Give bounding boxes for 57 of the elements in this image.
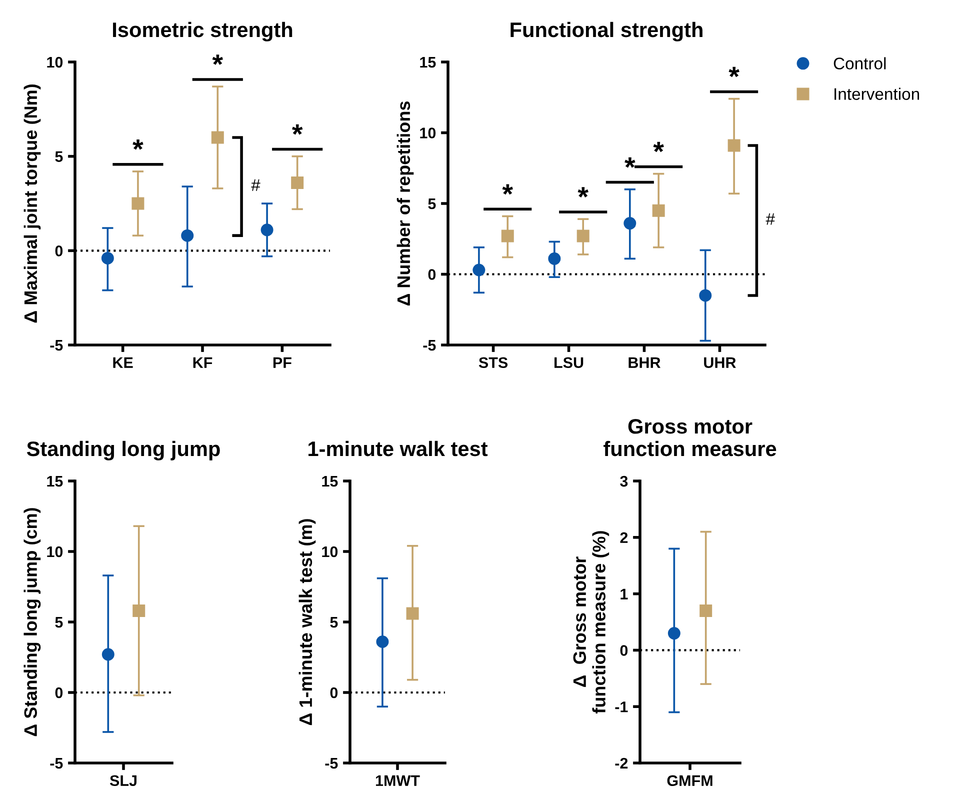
x-tick-label: GMFM xyxy=(667,775,712,786)
x-tick-label: LSU xyxy=(554,357,584,368)
x-tick-label: KF xyxy=(193,357,212,368)
y-tick-label: 5 xyxy=(428,198,436,210)
y-tick-label: 3 xyxy=(620,476,628,487)
y-tick-label: 15 xyxy=(420,57,436,68)
y-tick-label: -1 xyxy=(615,702,628,712)
x-tick-label: PF xyxy=(273,357,292,368)
y-tick-label: 10 xyxy=(322,546,338,558)
x-tick-label: KE xyxy=(113,357,133,368)
y-tick-label: -5 xyxy=(50,340,63,351)
annotation: * xyxy=(132,139,144,150)
y-tick-label: -5 xyxy=(423,340,436,351)
y-tick-label: 10 xyxy=(47,546,63,558)
y-tick-label: 15 xyxy=(47,476,63,487)
annotation: * xyxy=(212,54,224,65)
annotation: * xyxy=(292,124,303,135)
y-axis-title: Δ Gross motor function measure (%) xyxy=(573,531,610,714)
y-tick-label: 2 xyxy=(620,532,628,543)
x-tick-label: UHR xyxy=(704,357,736,368)
y-tick-label: 1 xyxy=(620,588,628,600)
chart-title: Standing long jump xyxy=(26,440,220,460)
y-tick-label: 5 xyxy=(55,151,63,162)
y-tick-label: 5 xyxy=(55,617,63,628)
chart-title: Functional strength xyxy=(510,22,702,42)
annotation: * xyxy=(728,66,740,78)
y-tick-label: 5 xyxy=(330,617,338,628)
text: # xyxy=(766,213,775,225)
y-tick-label: -5 xyxy=(50,758,63,769)
annotation: * xyxy=(578,187,588,198)
y-axis-title: Δ 1-minute walk test (m) xyxy=(298,519,316,726)
y-tick-label: 0 xyxy=(620,645,628,656)
chart-title: Isometric strength xyxy=(113,22,292,42)
y-tick-label: -2 xyxy=(615,758,628,769)
y-axis-title: Δ Maximal joint torque (Nm) xyxy=(24,84,41,323)
annotation: * xyxy=(624,157,636,168)
legend-label: Intervention xyxy=(834,88,920,100)
x-tick-label: SLJ xyxy=(110,775,136,786)
annotation: # xyxy=(251,179,260,191)
y-tick-label: 10 xyxy=(47,56,63,68)
y-tick-label: 0 xyxy=(55,687,63,698)
legend-label: Control xyxy=(834,57,886,70)
chart-title: Gross motor function measure xyxy=(604,419,776,456)
y-tick-label: 10 xyxy=(420,128,436,138)
chart-title: 1-minute walk test xyxy=(308,440,488,456)
y-tick-label: 15 xyxy=(322,476,338,487)
y-axis-title: Δ Standing long jump (cm) xyxy=(24,508,41,736)
y-tick-label: 0 xyxy=(55,246,63,256)
y-axis-title: Δ Number of repetitions xyxy=(396,101,414,306)
y-tick-label: 0 xyxy=(428,269,436,280)
y-tick-label: 0 xyxy=(330,687,338,698)
x-tick-label: 1MWT xyxy=(376,775,420,786)
x-tick-label: BHR xyxy=(628,357,660,368)
y-tick-label: -5 xyxy=(325,758,338,769)
x-tick-label: STS xyxy=(478,357,508,368)
annotation: * xyxy=(502,184,513,195)
annotation: * xyxy=(653,142,664,152)
